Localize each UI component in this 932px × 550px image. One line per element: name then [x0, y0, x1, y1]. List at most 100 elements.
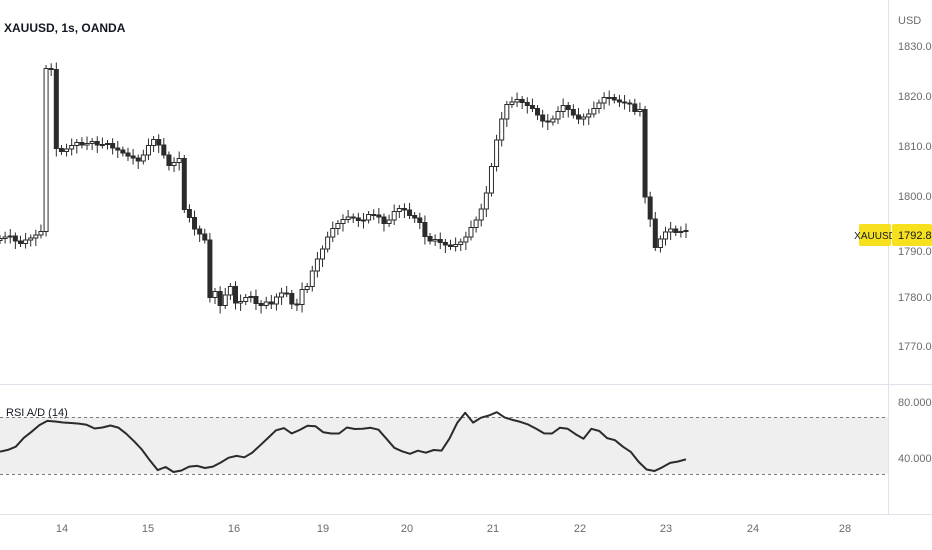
- candle-body: [84, 143, 90, 146]
- candle-body: [360, 219, 366, 222]
- candle-body: [673, 228, 679, 233]
- candle-body: [376, 214, 382, 218]
- candle-body: [330, 228, 336, 238]
- candle-body: [23, 239, 29, 244]
- candle-body: [632, 103, 638, 112]
- candle-body: [555, 111, 561, 120]
- chart-title: XAUUSD, 1s, OANDA: [4, 21, 126, 35]
- candle-body: [535, 108, 541, 116]
- candle-body: [345, 216, 351, 220]
- candle-body: [248, 296, 254, 298]
- candle-body: [238, 301, 244, 304]
- candle-body: [514, 99, 520, 103]
- candle-body: [627, 102, 633, 105]
- candle-body: [504, 104, 510, 120]
- price-tick: 1790.000: [898, 246, 932, 258]
- candle-body: [279, 292, 285, 298]
- candle-body: [468, 227, 474, 238]
- candle-body: [299, 289, 305, 305]
- candle-body: [258, 303, 264, 306]
- candle-body: [575, 114, 581, 120]
- candle-body: [309, 270, 315, 287]
- candle-body: [565, 105, 571, 110]
- candle-body: [366, 214, 372, 221]
- candle-body: [453, 244, 459, 247]
- candle-body: [488, 166, 494, 194]
- candle-body: [478, 208, 484, 221]
- candle-body: [253, 296, 259, 304]
- candle-body: [268, 301, 274, 305]
- candle-body: [232, 286, 238, 304]
- candle-body: [325, 236, 331, 250]
- candle-body: [273, 296, 279, 305]
- candle-body: [442, 242, 448, 246]
- candle-body: [161, 144, 167, 156]
- candle-body: [0, 238, 3, 241]
- candle-body: [145, 145, 151, 156]
- price-tick: 1780.000: [898, 292, 932, 304]
- time-label: 21: [487, 523, 499, 535]
- candle-body: [683, 230, 689, 232]
- candle-body: [448, 244, 454, 247]
- candle-body: [581, 116, 587, 120]
- candle-body: [637, 109, 643, 112]
- candle-body: [186, 209, 192, 218]
- candle-body: [176, 158, 182, 163]
- candle-body: [545, 120, 551, 123]
- time-label: 24: [747, 523, 759, 535]
- symbol-tag-text: XAUUSD: [854, 231, 896, 242]
- candle-body: [586, 113, 592, 118]
- candle-body: [207, 239, 213, 298]
- candle-body: [678, 231, 684, 233]
- candle-body: [663, 231, 669, 240]
- time-label: 28: [839, 523, 851, 535]
- candle-body: [53, 69, 59, 149]
- candle-body: [12, 235, 18, 242]
- candle-body: [74, 142, 80, 146]
- candle-body: [657, 238, 663, 248]
- candle-body: [560, 105, 566, 112]
- candle-body: [652, 218, 658, 248]
- candle-body: [38, 231, 44, 236]
- candle-body: [407, 209, 413, 216]
- candle-body: [99, 144, 105, 146]
- candle-body: [115, 147, 121, 151]
- candle-body: [668, 228, 674, 233]
- candle-body: [289, 293, 295, 305]
- candle-body: [94, 141, 100, 146]
- candle-body: [130, 155, 136, 159]
- time-label: 22: [574, 523, 586, 535]
- candle-body: [43, 68, 49, 232]
- candle-body: [135, 157, 141, 162]
- candle-body: [458, 241, 464, 245]
- candle-body: [320, 248, 326, 260]
- candle-body: [540, 114, 546, 122]
- candle-body: [110, 143, 116, 149]
- candle-body: [140, 154, 146, 162]
- candle-body: [494, 139, 500, 167]
- candle-body: [284, 292, 290, 295]
- candle-body: [243, 297, 249, 302]
- price-tick: 1810.000: [898, 141, 932, 153]
- candle-body: [335, 223, 341, 229]
- candle-body: [7, 235, 13, 238]
- candle-body: [197, 228, 203, 235]
- candle-body: [519, 99, 525, 103]
- candle-body: [371, 214, 377, 216]
- candle-body: [28, 237, 34, 241]
- candle-body: [611, 97, 617, 101]
- candle-body: [125, 152, 131, 157]
- candle-body: [340, 219, 346, 224]
- candle-body: [437, 239, 443, 243]
- time-label: 20: [401, 523, 413, 535]
- price-candles: [0, 62, 689, 314]
- price-tick: 1830.000: [898, 41, 932, 53]
- candle-body: [212, 291, 218, 298]
- candle-body: [432, 239, 438, 242]
- candle-body: [499, 118, 505, 141]
- candle-body: [304, 286, 310, 290]
- candle-body: [166, 154, 172, 166]
- candle-body: [401, 208, 407, 211]
- price-tick: 1770.000: [898, 341, 932, 353]
- candle-body: [217, 291, 223, 306]
